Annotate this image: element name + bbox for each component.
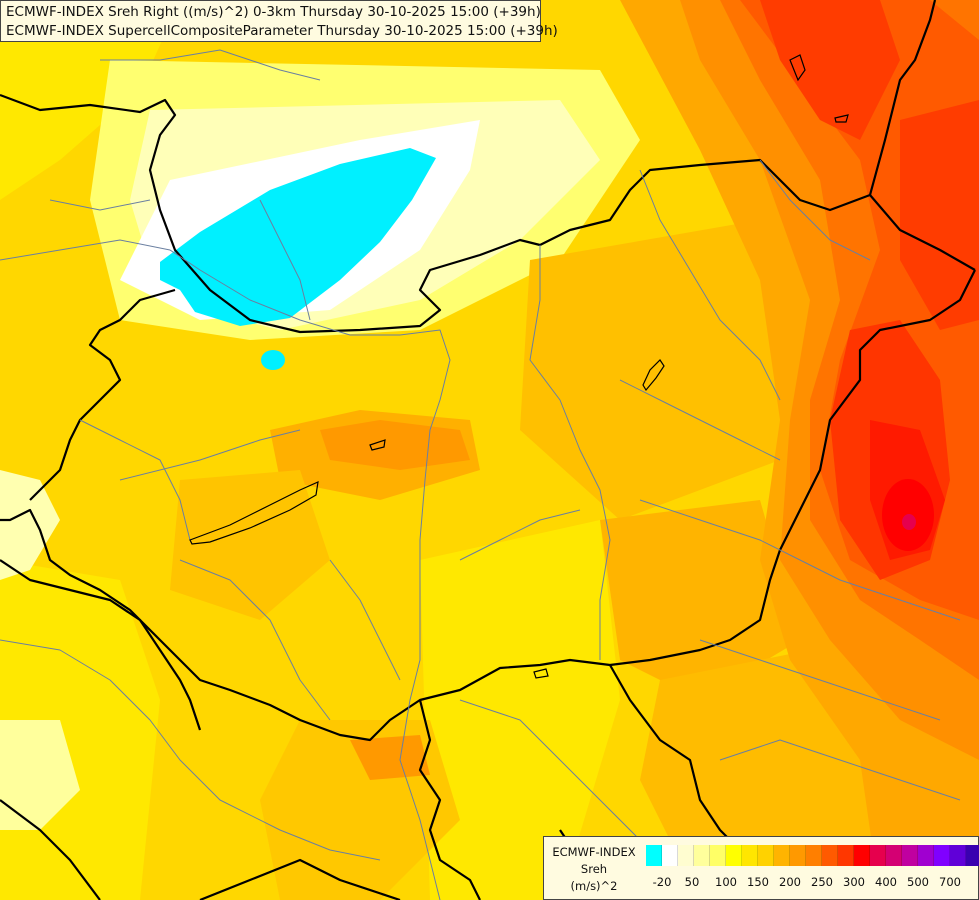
legend-swatch (662, 845, 678, 866)
title-line-1: ECMWF-INDEX Sreh Right ((m/s)^2) 0-3km T… (6, 4, 541, 20)
legend-swatch (806, 845, 822, 866)
legend-tick-label: 150 (747, 875, 769, 889)
legend-label-parameter: Sreh (580, 862, 608, 876)
legend-swatches (646, 845, 979, 866)
legend-tick-label: 500 (907, 875, 929, 889)
legend-tick-label: 300 (843, 875, 865, 889)
legend-swatch (886, 845, 902, 866)
legend-swatch (726, 845, 742, 866)
legend-swatch (838, 845, 854, 866)
legend-swatch (902, 845, 918, 866)
legend-swatch (694, 845, 710, 866)
legend-swatch (822, 845, 838, 866)
legend-swatch (870, 845, 886, 866)
legend-tick-label: 200 (779, 875, 801, 889)
legend-label-model: ECMWF-INDEX (552, 845, 636, 859)
legend-swatch (742, 845, 758, 866)
legend-swatch (710, 845, 726, 866)
legend-swatch (918, 845, 934, 866)
legend-tick-label: -20 (652, 875, 672, 889)
legend-swatch (854, 845, 870, 866)
legend-swatch (646, 845, 662, 866)
legend-ticks: -20 50 100 150 200 250 300 400 500 700 (646, 875, 976, 891)
color-legend: ECMWF-INDEX Sreh (m/s)^2 -20 50 100 150 200 2… (543, 836, 979, 900)
legend-swatch (950, 845, 966, 866)
legend-swatch (966, 845, 979, 866)
map-title-box: ECMWF-INDEX Sreh Right ((m/s)^2) 0-3km T… (0, 0, 558, 42)
legend-tick-label: 50 (684, 875, 700, 889)
legend-label-unit: (m/s)^2 (570, 879, 618, 893)
legend-swatch (934, 845, 950, 866)
legend-swatch (790, 845, 806, 866)
legend-tick-label: 400 (875, 875, 897, 889)
legend-tick-label: 700 (939, 875, 961, 889)
title-line-2: ECMWF-INDEX SupercellCompositeParameter … (6, 23, 558, 39)
legend-tick-label: 100 (715, 875, 737, 889)
legend-swatch (774, 845, 790, 866)
legend-tick-label: 250 (811, 875, 833, 889)
legend-swatch (758, 845, 774, 866)
legend-swatch (678, 845, 694, 866)
